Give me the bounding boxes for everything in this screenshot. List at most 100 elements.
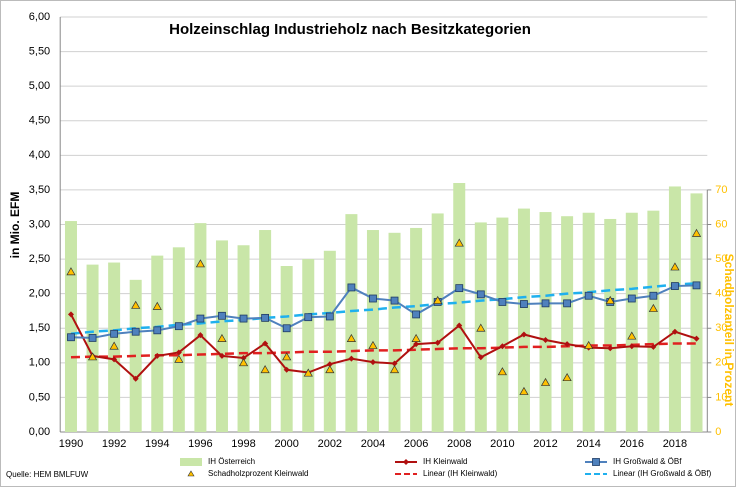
legend-marker [187, 470, 195, 477]
y2-tick-label: 10 [715, 391, 727, 403]
marker [152, 301, 162, 310]
legend-label: Linear (IH Großwald & ÖBf) [613, 469, 712, 478]
marker [433, 295, 443, 304]
y2-tick-label: 70 [715, 184, 727, 196]
bar [582, 212, 595, 432]
marker [218, 352, 225, 359]
marker [692, 281, 701, 290]
marker [369, 294, 377, 303]
bar [172, 247, 185, 432]
marker [131, 300, 141, 309]
marker [240, 354, 247, 361]
bar [259, 230, 272, 432]
marker [154, 352, 161, 359]
marker [218, 311, 226, 320]
bar [453, 183, 466, 432]
marker [628, 343, 635, 350]
marker [196, 314, 205, 323]
marker [520, 300, 528, 308]
y2-tick-label: 60 [715, 218, 727, 230]
marker [455, 284, 464, 293]
x-tick-label: 2018 [663, 438, 687, 450]
marker [413, 341, 420, 348]
y2-tick-label: 30 [715, 322, 727, 334]
marker [476, 323, 486, 332]
marker [111, 356, 118, 363]
trend-line [70, 342, 697, 359]
bar [151, 255, 164, 432]
y-axis-label: in Mio. EFM [8, 192, 22, 259]
x-tick-label: 2000 [274, 438, 298, 450]
chart-title: Holzeinschlag Industrieholz nach Besitzk… [169, 21, 531, 38]
marker [282, 324, 291, 333]
y2-tick-label: 40 [715, 288, 727, 300]
y-tick-label: 2,50 [29, 253, 50, 265]
x-tick-label: 1996 [188, 438, 212, 450]
y2-tick-label: 0 [715, 426, 721, 438]
marker [283, 366, 290, 373]
bar [517, 208, 530, 432]
bar [625, 212, 638, 432]
marker [592, 458, 600, 466]
marker [605, 295, 615, 304]
marker [476, 290, 485, 299]
bar [647, 210, 660, 432]
marker [239, 314, 248, 323]
marker [671, 282, 679, 290]
marker [238, 358, 249, 367]
marker [499, 343, 506, 350]
y-tick-label: 6,00 [29, 11, 50, 23]
bar [64, 221, 77, 432]
marker [110, 329, 119, 338]
legend-swatch [180, 458, 202, 466]
bar [302, 259, 315, 432]
marker [131, 327, 140, 336]
x-tick-label: 1992 [102, 438, 126, 450]
x-tick-label: 1990 [59, 438, 83, 450]
marker [411, 333, 421, 342]
x-tick-label: 2014 [576, 438, 600, 450]
x-tick-label: 2012 [533, 438, 557, 450]
marker [389, 365, 400, 374]
bar [604, 218, 617, 432]
y-tick-label: 5,00 [29, 80, 50, 92]
marker [498, 298, 507, 306]
marker [563, 299, 571, 308]
marker [540, 377, 551, 386]
y-tick-label: 0,00 [29, 426, 50, 438]
marker [456, 322, 463, 329]
source: Quelle: HEM BMLFUW [6, 470, 89, 479]
marker [497, 367, 507, 376]
y-tick-label: 4,00 [29, 149, 50, 161]
marker [650, 343, 657, 350]
marker [325, 365, 335, 374]
x-tick-label: 2004 [361, 438, 385, 450]
marker [369, 359, 376, 366]
bar [539, 212, 552, 432]
y-tick-label: 5,50 [29, 45, 50, 57]
y-tick-label: 1,00 [29, 357, 50, 369]
bar [431, 213, 444, 432]
marker [217, 333, 227, 342]
y2-axis-label: Schadholzanteil in Prozent [722, 254, 736, 407]
marker [67, 311, 74, 318]
y2-tick-label: 50 [715, 253, 727, 265]
marker [391, 360, 398, 367]
x-tick-label: 2008 [447, 438, 471, 450]
marker [67, 333, 75, 342]
marker [88, 334, 97, 342]
x-tick-label: 2016 [620, 438, 644, 450]
marker [648, 303, 658, 312]
marker [693, 335, 700, 342]
legend-label: Schadholzprozent Kleinwald [208, 469, 309, 478]
y-tick-label: 2,00 [29, 288, 50, 300]
x-tick-label: 1998 [231, 438, 255, 450]
marker [627, 294, 636, 303]
bar [388, 232, 401, 432]
marker [412, 310, 421, 319]
marker [304, 313, 313, 322]
marker [346, 333, 356, 342]
marker [132, 375, 139, 382]
marker [519, 386, 529, 395]
marker [87, 352, 98, 361]
